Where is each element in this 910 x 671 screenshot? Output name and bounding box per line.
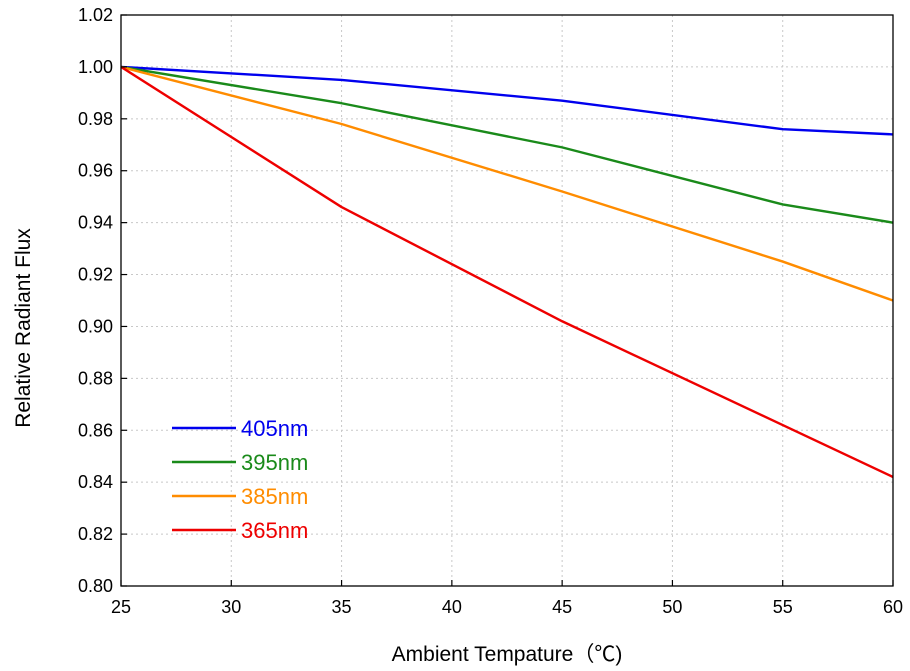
y-tick-label: 0.96 (78, 161, 113, 181)
legend-label-395nm: 395nm (241, 450, 308, 475)
y-tick-label: 0.82 (78, 524, 113, 544)
y-tick-label: 0.98 (78, 109, 113, 129)
grid (121, 15, 893, 586)
x-tick-label: 55 (773, 597, 793, 617)
x-tick-label: 50 (662, 597, 682, 617)
x-tick-label: 60 (883, 597, 903, 617)
legend-label-365nm: 365nm (241, 518, 308, 543)
y-tick-label: 0.94 (78, 213, 113, 233)
y-tick-label: 0.80 (78, 576, 113, 596)
y-tick-label: 0.90 (78, 316, 113, 336)
y-tick-label: 0.92 (78, 265, 113, 285)
y-tick-label: 0.86 (78, 420, 113, 440)
series-line-405nm (120, 65, 894, 136)
x-tick-label: 35 (332, 597, 352, 617)
legend-label-405nm: 405nm (241, 416, 308, 441)
y-tick-label: 1.00 (78, 57, 113, 77)
series-line-395nm (120, 65, 894, 224)
series-layer (120, 65, 894, 479)
ticks: 25 30 35 40 45 50 55 60 0.80 0.82 0.84 0.86 0.88 0.90… (78, 5, 903, 617)
x-tick-label: 45 (552, 597, 572, 617)
x-axis-title: Ambient Tempature（℃) (392, 643, 623, 666)
y-tick-label: 1.02 (78, 5, 113, 25)
series-line-365nm (120, 65, 894, 479)
legend: 405nm 395nm 385nm 365nm (172, 416, 308, 543)
x-tick-label: 25 (111, 597, 131, 617)
legend-label-385nm: 385nm (241, 484, 308, 509)
series-line-385nm (120, 65, 894, 302)
y-tick-label: 0.88 (78, 368, 113, 388)
y-axis-title: Relative Radiant Flux (12, 228, 35, 428)
plot-frame (120, 14, 894, 587)
y-tick-label: 0.84 (78, 472, 113, 492)
x-tick-label: 40 (442, 597, 462, 617)
x-tick-label: 30 (221, 597, 241, 617)
